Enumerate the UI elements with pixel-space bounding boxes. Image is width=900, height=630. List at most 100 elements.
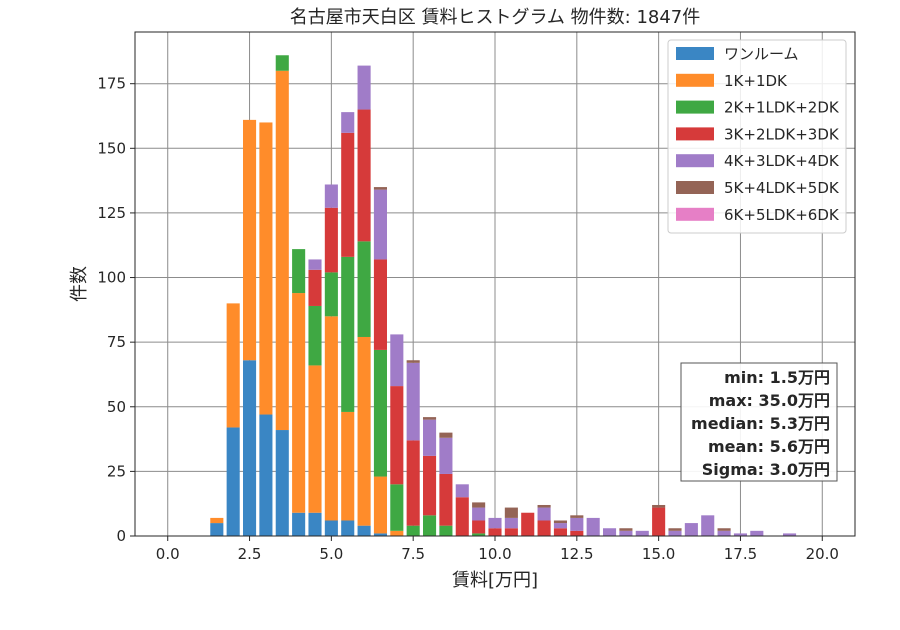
bar-series-4-bin-8 — [341, 112, 355, 133]
bar-series-5-bin-18 — [504, 507, 518, 518]
bar-series-5-bin-10 — [373, 187, 387, 190]
x-tick-label: 15.0 — [642, 545, 675, 563]
bar-series-5-bin-16 — [472, 502, 486, 508]
stats-mean: mean: 5.6万円 — [708, 437, 830, 456]
bar-series-2-bin-14 — [439, 525, 453, 536]
legend-label-1: 1K+1DK — [724, 72, 788, 90]
bar-series-3-bin-22 — [570, 530, 584, 536]
x-tick-label: 7.5 — [401, 545, 425, 563]
x-tick-label: 10.0 — [478, 545, 511, 563]
legend-label-4: 4K+3LDK+4DK — [724, 152, 840, 170]
bar-series-5-bin-12 — [406, 360, 420, 363]
bar-series-4-bin-20 — [537, 507, 551, 521]
bar-series-5-bin-22 — [570, 515, 584, 518]
bar-series-4-bin-22 — [570, 517, 584, 531]
bar-series-2-bin-10 — [373, 349, 387, 477]
bar-series-2-bin-8 — [341, 256, 355, 412]
bar-series-1-bin-6 — [308, 365, 322, 513]
x-tick-label: 0.0 — [156, 545, 180, 563]
bar-series-1-bin-9 — [357, 336, 371, 526]
bar-series-4-bin-21 — [553, 523, 567, 529]
bar-series-3-bin-6 — [308, 269, 322, 306]
bar-series-1-bin-5 — [292, 293, 306, 513]
bar-series-2-bin-4 — [275, 55, 289, 71]
stats-min: min: 1.5万円 — [724, 368, 830, 387]
bar-series-0-bin-7 — [324, 520, 338, 536]
bar-series-5-bin-14 — [439, 432, 453, 438]
bar-series-5-bin-20 — [537, 504, 551, 508]
bar-series-2-bin-9 — [357, 241, 371, 337]
y-tick-label: 125 — [97, 204, 126, 222]
bar-series-4-bin-13 — [423, 419, 437, 456]
bars — [210, 55, 797, 536]
bar-series-4-bin-9 — [357, 65, 371, 110]
bar-series-3-bin-27 — [652, 507, 666, 536]
y-tick-label: 25 — [107, 462, 126, 480]
bar-series-4-bin-7 — [324, 184, 338, 208]
y-tick-label: 75 — [107, 333, 126, 351]
y-tick-label: 100 — [97, 269, 126, 287]
bar-series-1-bin-2 — [243, 119, 257, 361]
legend: ワンルーム 1K+1DK 2K+1LDK+2DK 3K+2LDK+3DK 4K+3LDK… — [667, 39, 847, 234]
legend-label-0: ワンルーム — [724, 45, 799, 63]
bar-series-1-bin-10 — [373, 476, 387, 534]
bar-series-1-bin-1 — [226, 303, 240, 428]
bar-series-2-bin-12 — [406, 525, 420, 536]
bar-series-0-bin-4 — [275, 430, 289, 536]
bar-series-4-bin-17 — [488, 517, 502, 529]
bar-series-4-bin-31 — [717, 530, 731, 536]
bar-series-2-bin-11 — [390, 484, 404, 531]
chart-title: 名古屋市天白区 賃料ヒストグラム 物件数: 1847件 — [290, 7, 701, 28]
bar-series-4-bin-16 — [472, 507, 486, 521]
bar-series-1-bin-11 — [390, 530, 404, 536]
stats-max: max: 35.0万円 — [709, 391, 830, 410]
legend-swatch-5 — [676, 181, 714, 194]
bar-series-3-bin-11 — [390, 386, 404, 485]
bar-series-2-bin-5 — [292, 249, 306, 294]
bar-series-3-bin-18 — [504, 528, 518, 536]
bar-series-0-bin-2 — [243, 360, 257, 536]
bar-series-1-bin-8 — [341, 411, 355, 521]
legend-swatch-6 — [676, 207, 714, 221]
bar-series-4-bin-29 — [684, 523, 698, 536]
bar-series-2-bin-13 — [423, 515, 437, 536]
bar-series-0-bin-9 — [357, 525, 371, 536]
x-tick-label: 5.0 — [319, 545, 343, 563]
bar-series-0-bin-1 — [226, 427, 240, 536]
bar-series-5-bin-28 — [668, 528, 682, 531]
bar-series-3-bin-8 — [341, 132, 355, 257]
legend-label-6: 6K+5LDK+6DK — [724, 206, 840, 224]
bar-series-4-bin-6 — [308, 259, 322, 270]
x-tick-label: 20.0 — [806, 545, 839, 563]
bar-series-2-bin-16 — [472, 533, 486, 536]
x-tick-label: 17.5 — [724, 545, 757, 563]
y-tick-label: 0 — [116, 527, 126, 545]
bar-series-0-bin-0 — [210, 523, 224, 536]
bar-series-5-bin-27 — [652, 504, 666, 508]
bar-series-1-bin-7 — [324, 316, 338, 521]
bar-series-5-bin-25 — [619, 528, 633, 531]
stats-median: median: 5.3万円 — [691, 414, 830, 433]
legend-label-2: 2K+1LDK+2DK — [724, 99, 840, 117]
bar-series-3-bin-21 — [553, 528, 567, 536]
bar-series-2-bin-7 — [324, 272, 338, 317]
stats-sigma: Sigma: 3.0万円 — [702, 460, 830, 479]
legend-label-3: 3K+2LDK+3DK — [724, 125, 840, 143]
legend-swatch-0 — [676, 47, 714, 60]
stats-frame — [680, 362, 838, 482]
bar-series-4-bin-15 — [455, 484, 469, 498]
legend-swatch-1 — [676, 73, 714, 87]
bar-series-4-bin-25 — [619, 530, 633, 536]
bar-series-3-bin-12 — [406, 440, 420, 526]
bar-series-0-bin-8 — [341, 520, 355, 536]
bar-series-0-bin-6 — [308, 512, 322, 536]
x-axis-label: 賃料[万円] — [452, 570, 538, 591]
bar-series-0-bin-10 — [373, 533, 387, 536]
legend-swatch-2 — [676, 100, 714, 114]
stats-box: min: 1.5万円 max: 35.0万円 median: 5.3万円 mea… — [680, 362, 838, 482]
legend-swatch-4 — [676, 154, 714, 168]
bar-series-4-bin-28 — [668, 530, 682, 536]
x-tick-label: 2.5 — [238, 545, 262, 563]
bar-series-4-bin-32 — [733, 533, 747, 536]
